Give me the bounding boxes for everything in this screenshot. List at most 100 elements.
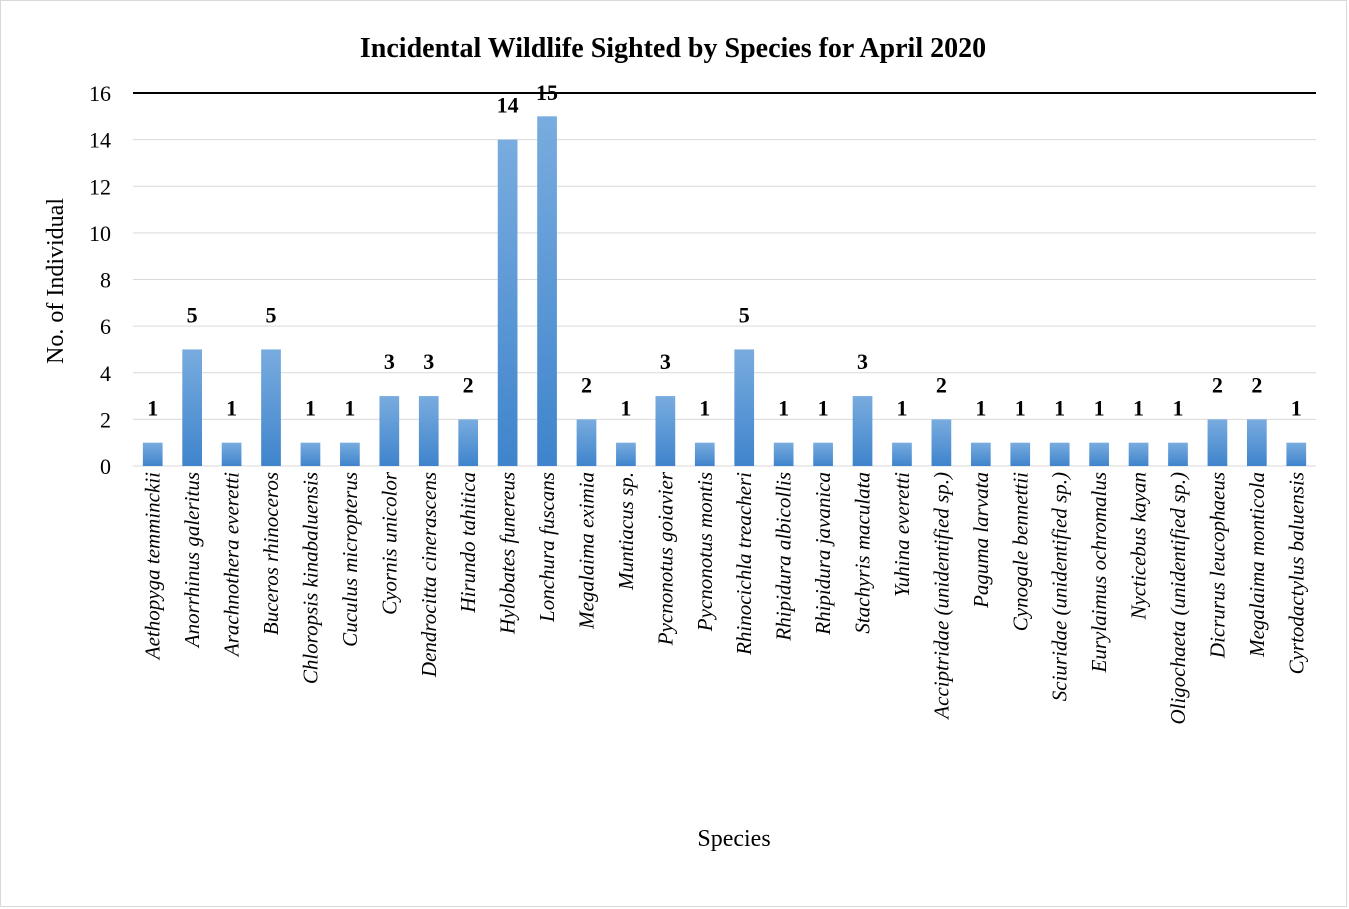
data-label: 1 xyxy=(818,396,829,421)
bar xyxy=(1128,442,1149,466)
bar xyxy=(576,419,597,466)
bar xyxy=(1286,442,1307,466)
bar xyxy=(142,442,163,466)
bar xyxy=(1168,442,1188,466)
y-tick-label: 4 xyxy=(100,361,111,386)
x-category-label: Paguma larvata xyxy=(969,472,993,609)
data-label: 14 xyxy=(497,93,519,118)
y-tick-label: 16 xyxy=(89,81,111,106)
gridlines xyxy=(133,92,1316,467)
x-category-label: Chloropsis kinabaluensis xyxy=(298,472,322,684)
bar xyxy=(931,419,952,466)
bar xyxy=(694,442,715,466)
x-category-label: Lonchura fuscans xyxy=(535,472,559,623)
x-category-label: Megalaima monticola xyxy=(1245,472,1269,658)
x-category-label: Cyrtodactylus baluensis xyxy=(1284,472,1308,674)
data-label: 3 xyxy=(660,349,671,374)
data-label: 15 xyxy=(536,80,558,105)
x-category-label: Rhipidura javanica xyxy=(811,472,835,636)
data-label: 2 xyxy=(1251,372,1262,397)
x-category-label: Arachnothera everetti xyxy=(220,472,244,658)
bar xyxy=(497,139,518,466)
data-label: 1 xyxy=(305,396,316,421)
bar xyxy=(970,442,991,466)
data-label: 1 xyxy=(1291,396,1302,421)
data-label: 1 xyxy=(896,396,907,421)
x-category-label: Sciuridae (unidentified sp.) xyxy=(1048,472,1072,701)
bar xyxy=(773,442,794,466)
x-category-label: Buceros rhinoceros xyxy=(259,472,283,635)
y-tick-label: 12 xyxy=(89,174,111,199)
bar xyxy=(379,396,400,466)
bar xyxy=(261,349,281,466)
data-label: 1 xyxy=(1015,396,1026,421)
y-axis-title: No. of Individual xyxy=(43,198,69,364)
x-category-label: Hylobates funereus xyxy=(496,472,520,635)
x-category-label: Eurylaimus ochromalus xyxy=(1087,472,1111,673)
x-category-label: Dendrocitta cinerascens xyxy=(417,472,441,678)
data-label: 1 xyxy=(778,396,789,421)
data-label: 1 xyxy=(1094,396,1105,421)
x-category-label: Nycticebus kayan xyxy=(1127,472,1151,621)
y-axis-ticks: 0 2 4 6 8 10 12 14 16 xyxy=(89,81,111,479)
data-label: 5 xyxy=(266,302,277,327)
bar xyxy=(892,442,912,466)
x-axis-title: Species xyxy=(697,826,770,852)
y-tick-label: 0 xyxy=(100,454,111,479)
data-label: 2 xyxy=(1212,372,1223,397)
x-category-label: Rhipidura albicollis xyxy=(772,472,796,642)
x-category-label: Hirundo tahitica xyxy=(456,472,480,614)
bar xyxy=(458,419,479,466)
y-tick-label: 2 xyxy=(100,407,111,432)
x-category-label: Pycnonotus goiavier xyxy=(653,471,677,646)
bar xyxy=(1049,442,1070,466)
data-label: 1 xyxy=(620,396,631,421)
x-category-label: Yuhina everetti xyxy=(890,472,914,597)
x-category-label: Aethopyga temminckii xyxy=(141,472,165,661)
data-label: 1 xyxy=(1172,396,1183,421)
bar xyxy=(300,442,321,466)
bar xyxy=(734,349,755,466)
bar xyxy=(418,396,439,466)
x-category-label: Cyornis unicolor xyxy=(377,471,401,615)
bar xyxy=(182,349,203,466)
data-label: 5 xyxy=(187,302,198,327)
x-category-label: Rhinocichla treacheri xyxy=(732,472,756,656)
x-category-label: Cuculus micropterus xyxy=(338,472,362,647)
chart-title: Incidental Wildlife Sighted by Species f… xyxy=(360,33,986,64)
y-tick-label: 6 xyxy=(100,314,111,339)
data-label: 2 xyxy=(936,372,947,397)
bar xyxy=(1089,442,1109,466)
bar xyxy=(537,116,557,466)
bar xyxy=(616,442,636,466)
data-label: 1 xyxy=(1054,396,1065,421)
data-label: 3 xyxy=(384,349,395,374)
x-category-label: Oligochaeta (unidentified sp.) xyxy=(1166,472,1190,725)
bar xyxy=(1207,419,1228,466)
data-label: 3 xyxy=(857,349,868,374)
y-tick-label: 10 xyxy=(89,221,111,246)
x-category-label: Stachyris maculata xyxy=(851,472,875,634)
x-category-label: Anorrhinus galeritus xyxy=(180,472,204,649)
x-category-label: Pycnonotus montis xyxy=(693,472,717,632)
x-category-label: Muntiacus sp. xyxy=(614,472,638,591)
bar xyxy=(1010,442,1031,466)
x-category-label: Dicrurus leucophaeus xyxy=(1205,472,1229,659)
data-label: 1 xyxy=(147,396,158,421)
bar xyxy=(655,396,676,466)
x-category-label: Cynogale bennettii xyxy=(1008,472,1032,631)
bars xyxy=(142,116,1307,466)
x-category-label: Megalaima eximia xyxy=(574,472,598,630)
data-label: 1 xyxy=(699,396,710,421)
bar xyxy=(813,442,833,466)
bar xyxy=(1246,419,1267,466)
data-label: 5 xyxy=(739,302,750,327)
data-label: 1 xyxy=(1133,396,1144,421)
data-label: 1 xyxy=(226,396,237,421)
bar xyxy=(221,442,242,466)
data-label: 1 xyxy=(975,396,986,421)
data-label: 2 xyxy=(463,372,474,397)
